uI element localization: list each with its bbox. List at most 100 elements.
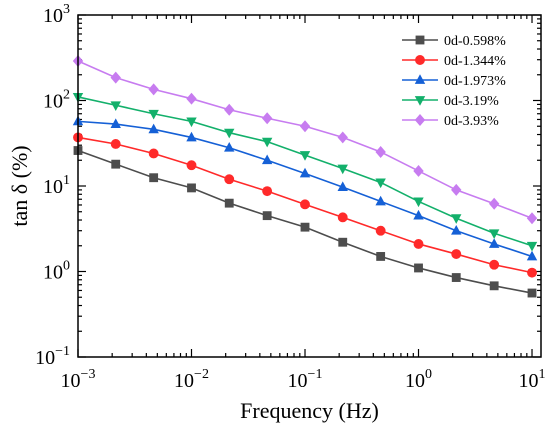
y-tick-label-base: 10 <box>35 347 55 369</box>
x-tick-label-base: 10 <box>405 370 425 392</box>
y-tick-label: 100 <box>43 259 70 284</box>
x-axis-title: Frequency (Hz) <box>240 398 379 423</box>
legend-marker <box>414 114 426 126</box>
data-point <box>187 183 196 193</box>
x-tick-label-base: 10 <box>519 370 539 392</box>
data-point <box>413 197 424 208</box>
data-point <box>224 103 235 116</box>
data-point <box>526 212 538 225</box>
y-axis-title: tan δ (%) <box>7 145 32 226</box>
data-point <box>451 183 462 196</box>
data-point <box>224 198 234 208</box>
data-point <box>224 142 235 152</box>
data-point <box>337 212 348 223</box>
legend-item: 0d-3.19% <box>402 94 499 109</box>
data-point <box>527 288 537 298</box>
series-0d-1.344% <box>73 132 537 278</box>
legend-marker <box>414 74 426 84</box>
series-layer <box>72 54 538 298</box>
data-point <box>413 239 424 249</box>
series-0d-3.93% <box>72 54 538 225</box>
data-point <box>111 159 121 169</box>
x-tick-label: 101 <box>519 367 546 392</box>
series-0d-0.598% <box>73 146 537 298</box>
data-point <box>186 117 197 128</box>
data-point <box>148 109 159 120</box>
x-tick-label: 10−3 <box>61 367 96 392</box>
x-tick-label-exponent: 0 <box>425 367 432 382</box>
x-tick-label-base: 10 <box>288 370 308 392</box>
data-point <box>300 199 310 210</box>
data-point <box>299 120 311 133</box>
data-point <box>375 225 386 236</box>
legend-label: 0d-1.344% <box>444 54 506 69</box>
data-point <box>337 181 348 192</box>
x-tick-label: 10−2 <box>174 367 209 392</box>
legend-item: 0d-3.93% <box>402 114 499 129</box>
legend-label: 0d-3.93% <box>444 114 499 129</box>
data-point <box>186 131 197 142</box>
legend-marker <box>415 35 425 45</box>
x-tick-label: 10−1 <box>288 367 323 392</box>
y-tick-label-base: 10 <box>43 5 63 27</box>
data-point <box>413 209 424 220</box>
series-0d-1.973% <box>72 115 538 261</box>
x-tick-label-exponent: −2 <box>194 367 209 382</box>
data-point <box>526 241 538 252</box>
y-tick-label: 101 <box>43 173 70 198</box>
data-point <box>376 252 386 261</box>
data-point <box>338 237 348 247</box>
data-point <box>489 259 500 270</box>
legend-item: 0d-1.973% <box>402 74 506 89</box>
data-point <box>526 250 538 261</box>
y-tick-label: 102 <box>43 88 70 113</box>
data-point <box>148 148 159 159</box>
y-tick-label-exponent: 0 <box>63 259 70 274</box>
x-tick-label-exponent: −1 <box>308 367 323 382</box>
data-point <box>262 211 272 221</box>
y-tick-label-exponent: 2 <box>63 88 70 103</box>
legend-item: 0d-0.598% <box>402 34 506 49</box>
data-point <box>451 249 462 259</box>
data-point <box>337 131 348 144</box>
legend-marker <box>414 96 426 106</box>
data-point <box>451 224 462 235</box>
legend-marker <box>415 55 425 65</box>
plot-frame <box>77 14 542 358</box>
data-point <box>224 128 235 139</box>
data-point <box>488 238 500 248</box>
data-point <box>110 139 121 149</box>
data-point <box>149 173 159 183</box>
y-tick-label-base: 10 <box>43 91 63 113</box>
x-tick-label-base: 10 <box>174 370 194 392</box>
data-point <box>148 83 159 96</box>
y-tick-label: 10−1 <box>35 344 70 369</box>
data-point <box>186 160 197 171</box>
data-point <box>375 178 386 189</box>
data-point <box>337 164 348 175</box>
y-tick-label: 103 <box>43 2 70 27</box>
data-point <box>110 118 121 128</box>
data-point <box>527 267 537 278</box>
y-tick-label-exponent: 3 <box>63 2 70 17</box>
series-line <box>77 120 533 258</box>
legend-label: 0d-1.973% <box>444 74 506 89</box>
data-point <box>262 186 273 197</box>
data-point <box>261 112 273 125</box>
x-tick-label-base: 10 <box>61 370 81 392</box>
x-tick-label-exponent: −3 <box>81 367 96 382</box>
data-point <box>489 281 499 291</box>
legend-label: 0d-3.19% <box>444 94 499 109</box>
data-point <box>488 197 500 210</box>
data-point <box>451 273 461 282</box>
data-point <box>148 123 159 134</box>
data-point <box>488 229 500 239</box>
legend-label: 0d-0.598% <box>444 34 506 49</box>
data-point <box>261 154 273 165</box>
y-tick-label-exponent: −1 <box>55 344 70 359</box>
data-point <box>375 145 386 158</box>
y-tick-label-base: 10 <box>43 176 63 198</box>
x-tick-label-exponent: 1 <box>539 367 546 382</box>
